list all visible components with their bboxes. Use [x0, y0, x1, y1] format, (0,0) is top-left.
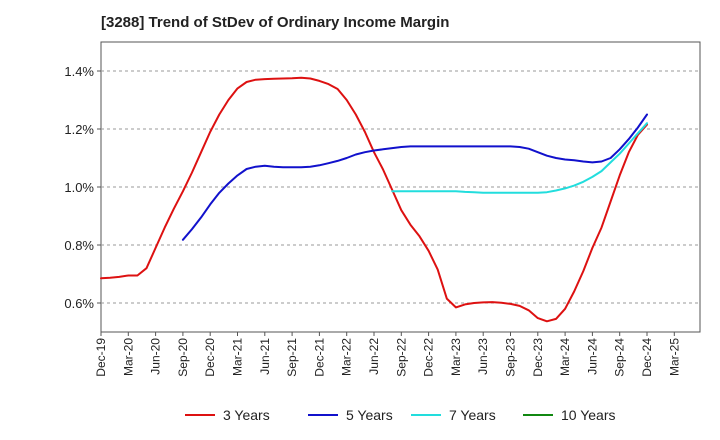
- x-tick-label: Mar-23: [449, 338, 463, 376]
- x-tick-label: Sep-22: [394, 338, 408, 377]
- chart-title: [3288] Trend of StDev of Ordinary Income…: [101, 14, 450, 31]
- y-tick-label: 1.0%: [64, 180, 94, 195]
- x-tick-label: Jun-21: [258, 338, 272, 375]
- x-tick-label: Dec-21: [312, 338, 326, 377]
- x-axis-ticks: Dec-19 Mar-20 Jun-20 Sep-20 Dec-20 Mar-21 Jun-…: [94, 332, 681, 377]
- x-tick-label: Dec-23: [531, 338, 545, 377]
- plot-area: [100, 41, 701, 333]
- x-tick-label: Sep-20: [176, 338, 190, 377]
- x-tick-label: Dec-22: [422, 338, 436, 377]
- x-tick-label: Mar-22: [340, 338, 354, 376]
- series-lines: [100, 76, 648, 323]
- legend-label: 5 Years: [346, 407, 393, 423]
- series-line: [391, 122, 648, 194]
- x-tick-label: Sep-24: [613, 338, 627, 377]
- x-tick-label: Sep-23: [504, 338, 518, 377]
- x-tick-label: Jun-24: [585, 338, 599, 375]
- y-tick-label: 1.4%: [64, 64, 94, 79]
- x-tick-label: Dec-24: [640, 338, 654, 377]
- x-tick-label: Sep-21: [285, 338, 299, 377]
- x-tick-label: Dec-20: [203, 338, 217, 377]
- x-tick-label: Mar-21: [231, 338, 245, 376]
- x-tick-label: Mar-25: [667, 338, 681, 376]
- legend-label: 3 Years: [223, 407, 270, 423]
- x-tick-label: Jun-23: [476, 338, 490, 375]
- x-tick-label: Dec-19: [94, 338, 108, 377]
- y-tick-label: 1.2%: [64, 122, 94, 137]
- y-tick-label: 0.6%: [64, 296, 94, 311]
- y-axis-ticks: 0.6% 0.8% 1.0% 1.2% 1.4%: [64, 64, 101, 311]
- legend: 3 Years 5 Years 7 Years 10 Years: [185, 407, 616, 423]
- x-tick-label: Jun-20: [149, 338, 163, 375]
- legend-label: 10 Years: [561, 407, 616, 423]
- x-tick-label: Mar-20: [121, 338, 135, 376]
- series-line: [100, 76, 648, 323]
- grid-lines: [101, 70, 700, 304]
- x-tick-label: Mar-24: [558, 338, 572, 376]
- x-tick-label: Jun-22: [367, 338, 381, 375]
- series-line: [181, 113, 648, 241]
- legend-label: 7 Years: [449, 407, 496, 423]
- y-tick-label: 0.8%: [64, 238, 94, 253]
